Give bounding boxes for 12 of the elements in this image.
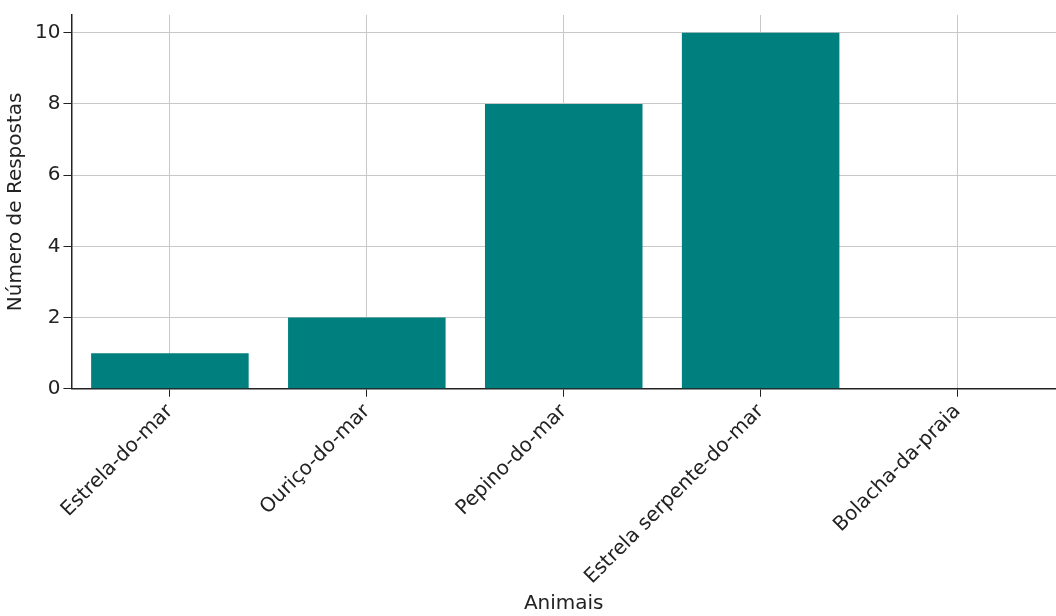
y-tick-label: 2 [47,303,61,328]
bar [484,103,643,389]
y-axis-title: Número de Respostas [2,92,27,312]
y-tick-label: 6 [47,161,61,186]
bar [91,353,249,389]
y-tick-label: 10 [35,19,61,43]
y-tick-label: 4 [47,232,61,257]
y-tick-label: 8 [47,90,61,115]
bar [288,317,446,389]
bar [681,32,840,389]
x-axis-title: Animais [523,590,604,615]
y-tick-label: 0 [47,374,61,399]
